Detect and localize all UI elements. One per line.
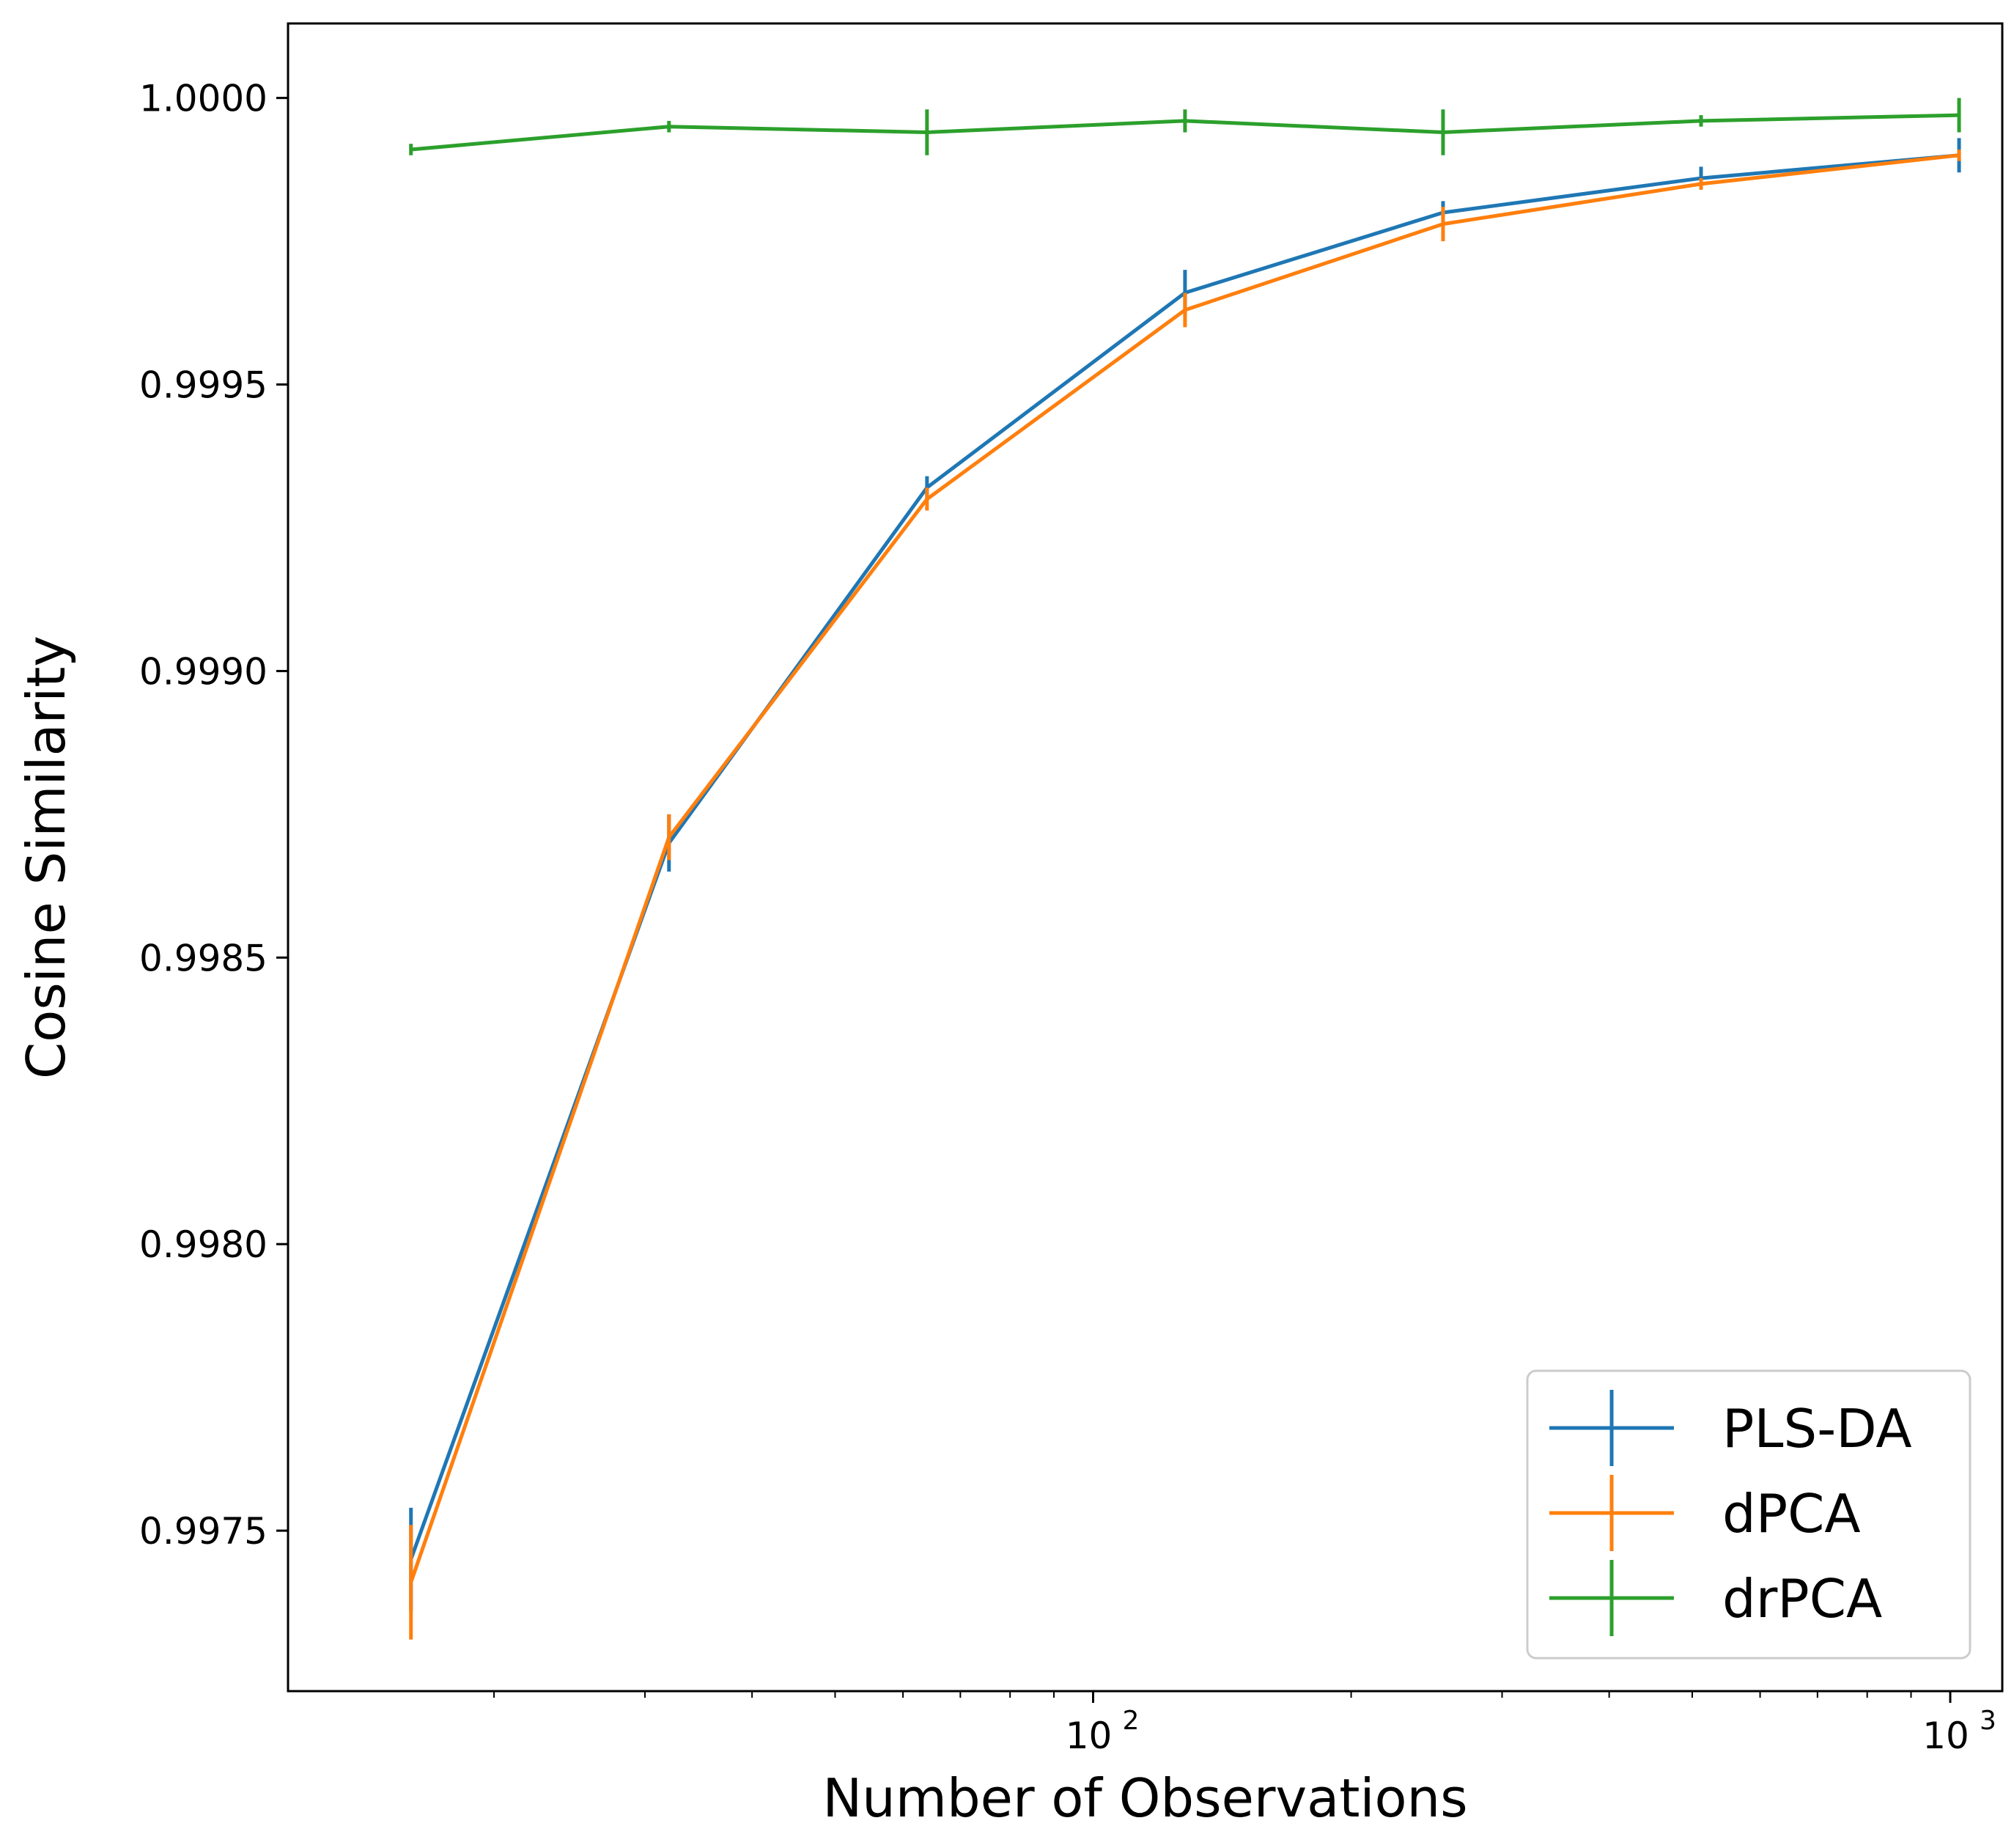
legend-label: dPCA: [1722, 1483, 1861, 1545]
data-point: [668, 836, 670, 838]
y-axis-label: Cosine Similarity: [15, 636, 77, 1079]
data-point: [1700, 120, 1702, 122]
x-tick-label-exponent: 3: [1980, 1706, 1996, 1736]
legend-label: PLS-DA: [1722, 1398, 1912, 1459]
data-point: [668, 126, 670, 128]
data-point: [1958, 114, 1960, 116]
series-drpca: [409, 97, 1961, 155]
legend-label: drPCA: [1722, 1568, 1882, 1630]
x-axis-label: Number of Observations: [822, 1767, 1467, 1829]
legend-item-drpca: drPCA: [1549, 1560, 1882, 1636]
data-point: [1184, 309, 1186, 311]
axes-frame: [287, 22, 2004, 1693]
data-point: [926, 132, 928, 133]
legend: PLS-DA dPCA drPCA: [1526, 1369, 1971, 1660]
data-point: [926, 498, 928, 500]
y-tick-label: 1.0000: [139, 78, 268, 120]
y-tick-label: 0.9980: [139, 1223, 268, 1266]
data-point: [1700, 183, 1702, 185]
data-point: [1184, 120, 1186, 122]
x-tick-label: 10: [1066, 1715, 1113, 1757]
legend-item-dpca: dPCA: [1549, 1475, 1861, 1551]
data-point: [1442, 132, 1444, 133]
plot-area: [409, 97, 1961, 1640]
y-tick-label: 0.9985: [139, 937, 268, 979]
data-point: [410, 149, 412, 150]
legend-item-pls-da: PLS-DA: [1549, 1390, 1912, 1466]
y-tick-label: 0.9995: [139, 364, 268, 407]
y-tick-label: 0.9975: [139, 1510, 268, 1553]
x-tick-label-exponent: 2: [1123, 1706, 1140, 1736]
legend-box: [1526, 1369, 1971, 1660]
y-tick-label: 0.9990: [139, 650, 268, 693]
x-tick-label: 10: [1922, 1715, 1969, 1757]
series-dpca: [409, 149, 1961, 1640]
data-point: [410, 1581, 412, 1583]
